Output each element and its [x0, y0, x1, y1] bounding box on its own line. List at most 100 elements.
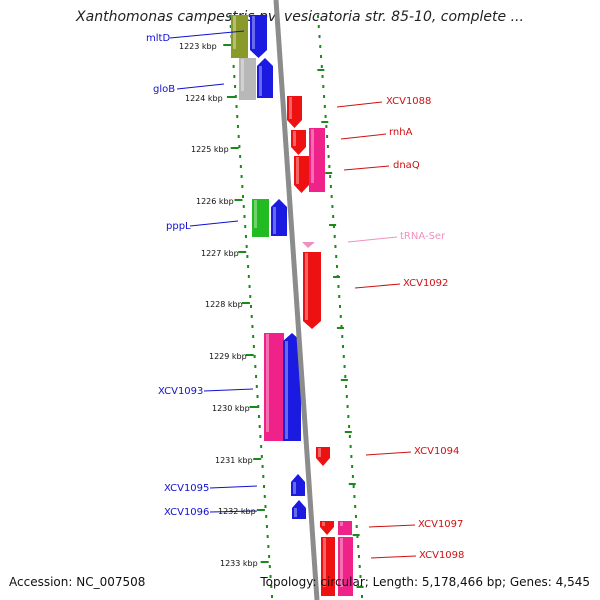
gene-dnaQ [294, 156, 309, 193]
guide-dot [332, 225, 335, 228]
gene-gloB-blue [257, 58, 273, 98]
gene-gloB-grey [239, 58, 256, 100]
guide-dot [262, 475, 265, 478]
guide-dot [250, 315, 253, 318]
guide-dot [254, 365, 257, 368]
gene-label-XCV1097[interactable]: XCV1097 [418, 519, 463, 530]
guide-dot [242, 195, 245, 198]
label-leaders [169, 30, 417, 559]
kbp-label: 1231 kbp [215, 456, 253, 465]
guide-dot [354, 505, 357, 508]
guide-dot [324, 115, 327, 118]
guide-dot [354, 515, 357, 518]
leader-XCV1092 [354, 283, 401, 289]
guide-dot [351, 465, 354, 468]
map-title: Xanthomonas campestris pv. vesicatoria s… [76, 9, 524, 25]
kbp-label: 1225 kbp [191, 145, 229, 154]
guide-dot [255, 375, 258, 378]
leader-tRNA-Ser [347, 236, 398, 243]
guide-dot [344, 375, 347, 378]
guide-dot [357, 545, 360, 548]
guide-dot [265, 515, 268, 518]
guide-dot [242, 205, 245, 208]
leader-gloB [176, 83, 225, 90]
gene-XCV1093-pink [264, 333, 284, 441]
gene-label-XCV1098[interactable]: XCV1098 [419, 550, 464, 561]
gene-label-XCV1094[interactable]: XCV1094 [414, 446, 459, 457]
guide-dot [347, 415, 350, 418]
guide-dot [356, 535, 359, 538]
gene-label-dnaQ[interactable]: dnaQ [393, 160, 420, 171]
guide-dot [244, 225, 247, 228]
guide-dot [238, 145, 241, 148]
leader-mltD [169, 30, 245, 39]
topology-text: Topology: circular; Length: 5,178,466 bp… [260, 575, 590, 589]
accession-text: Accession: NC_007508 [9, 575, 146, 589]
gene-rnhA-shine [293, 131, 296, 146]
kbp-label: 1230 kbp [212, 404, 250, 413]
gene-label-XCV1088[interactable]: XCV1088 [386, 96, 431, 107]
guide-dot [259, 435, 262, 438]
leader-XCV1098 [370, 555, 417, 559]
guide-dot [266, 535, 269, 538]
gene-gloB-grey-shine [241, 59, 244, 91]
gene-XCV1088-shine [289, 97, 292, 119]
guide-dot [358, 565, 361, 568]
guide-dot [265, 525, 268, 528]
guide-dot [234, 95, 237, 98]
gene-XCV1096-shine [294, 508, 297, 517]
gene-rnhA [291, 130, 306, 155]
gene-label-XCV1092[interactable]: XCV1092 [403, 278, 448, 289]
gene-XCV1095 [291, 474, 305, 496]
gene-XCV1098-pink-shine [340, 538, 343, 587]
gene-label-mltD[interactable]: mltD [146, 33, 170, 44]
guide-dot [236, 125, 239, 128]
guide-dot [331, 205, 334, 208]
gene-dnaQ-pink [309, 128, 325, 192]
guide-dot [246, 255, 249, 258]
gene-XCV1095-shine [293, 482, 296, 494]
guide-dot [229, 25, 232, 28]
gene-label-XCV1096[interactable]: XCV1096 [164, 507, 209, 518]
guide-dot [248, 285, 251, 288]
kbp-label: 1228 kbp [205, 300, 243, 309]
gene-label-XCV1095[interactable]: XCV1095 [164, 483, 209, 494]
guide-dot [339, 315, 342, 318]
guide-dot [243, 215, 246, 218]
guide-dot [341, 335, 344, 338]
gene-label-XCV1093[interactable]: XCV1093 [158, 386, 203, 397]
guide-dot [261, 465, 264, 468]
leader-XCV1097 [368, 524, 416, 528]
gene-dnaQ-pink-shine [311, 129, 314, 183]
guide-dot [321, 75, 324, 78]
gene-label-pppL[interactable]: pppL [166, 221, 191, 232]
gene-pppL-blue [271, 199, 287, 236]
guide-dot [319, 45, 322, 48]
guide-dot [241, 185, 244, 188]
guide-dot [328, 165, 331, 168]
guide-dot [250, 305, 252, 308]
leader-rnhA [340, 133, 387, 140]
guide-dot [239, 155, 242, 158]
kbp-label: 1233 kbp [220, 559, 258, 568]
guide-dot [269, 575, 272, 578]
guide-dot [357, 555, 360, 558]
gene-XCV1097-shine [322, 522, 325, 526]
guide-dot [355, 525, 358, 528]
guide-dot [271, 595, 273, 598]
gene-label-rnhA[interactable]: rnhA [389, 127, 413, 138]
kbp-label: 1226 kbp [196, 197, 234, 206]
gene-label-tRNA-Ser[interactable]: tRNA-Ser [400, 231, 446, 242]
leader-XCV1094 [365, 451, 412, 456]
guide-dot [251, 325, 254, 328]
guide-dot [325, 125, 328, 128]
guide-dot [268, 565, 271, 568]
gene-label-gloB[interactable]: gloB [153, 84, 175, 95]
guide-dot [258, 425, 261, 428]
guide-dot [260, 445, 263, 448]
guide-dot [244, 235, 247, 238]
leader-XCV1096 [209, 510, 258, 513]
gene-XCV1093-blue-shine [285, 341, 288, 439]
guide-dot [320, 65, 323, 68]
